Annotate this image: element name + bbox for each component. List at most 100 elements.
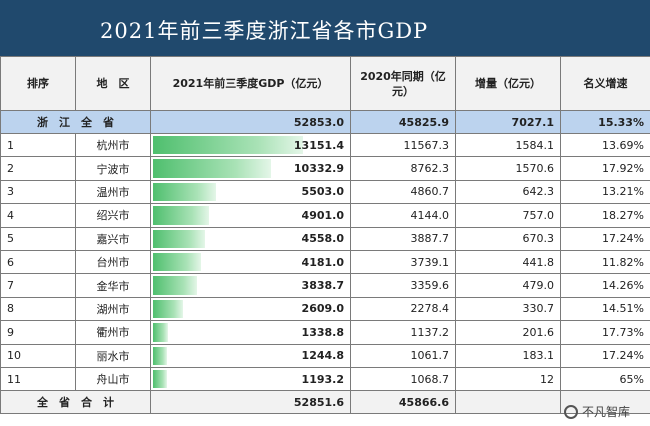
increase-cell: 1584.1	[455, 132, 561, 158]
gdp-bar	[153, 252, 201, 272]
region-cell: 湖州市	[75, 296, 151, 322]
increase-cell: 441.8	[455, 249, 561, 275]
wechat-icon	[563, 404, 578, 419]
table-row: 1 杭州市 13151.4 11567.3 1584.1 13.69%	[0, 132, 650, 158]
total-label: 全 省 合 计	[0, 390, 151, 415]
region-cell: 温州市	[75, 179, 151, 205]
rate-cell: 18.27%	[560, 203, 650, 228]
table-row: 3 温州市 5503.0 4860.7 642.3 13.21%	[0, 179, 650, 205]
gdp-value: 5503.0	[301, 185, 344, 199]
gdp-bar	[153, 346, 168, 365]
rate-cell: 13.69%	[560, 132, 650, 158]
region-cell: 舟山市	[75, 366, 151, 392]
rate-cell: 11.82%	[560, 249, 650, 275]
total-prev: 45866.6	[350, 390, 456, 415]
gdp-cell: 4181.0	[150, 249, 351, 275]
province-increase: 7027.1	[455, 110, 561, 134]
table-row: 8 湖州市 2609.0 2278.4 330.7 14.51%	[0, 296, 650, 322]
table-row: 9 衢州市 1338.8 1137.2 201.6 17.73%	[0, 320, 650, 345]
gdp-cell: 4901.0	[150, 203, 351, 228]
gdp-value: 2609.0	[301, 302, 344, 316]
table-row: 10 丽水市 1244.8 1061.7 183.1 17.24%	[0, 343, 650, 368]
region-cell: 绍兴市	[75, 203, 151, 228]
rate-cell: 17.24%	[560, 343, 650, 368]
increase-cell: 1570.6	[455, 156, 561, 181]
gdp-bar	[153, 229, 205, 248]
rank-cell: 7	[0, 273, 76, 298]
gdp-bar	[153, 299, 183, 319]
gdp-cell: 1193.2	[150, 366, 351, 392]
rank-cell: 9	[0, 320, 76, 345]
province-row: 浙 江 全 省 52853.0 45825.9 7027.1 15.33%	[0, 110, 650, 134]
gdp-cell: 13151.4	[150, 132, 351, 158]
prev-cell: 3887.7	[350, 226, 456, 251]
total-empty-rate	[560, 390, 650, 415]
prev-cell: 3359.6	[350, 273, 456, 298]
gdp-cell: 5503.0	[150, 179, 351, 205]
rank-cell: 5	[0, 226, 76, 251]
increase-cell: 642.3	[455, 179, 561, 205]
rate-cell: 13.21%	[560, 179, 650, 205]
region-cell: 金华市	[75, 273, 151, 298]
page-title: 2021年前三季度浙江省各市GDP	[100, 19, 429, 43]
table-row: 7 金华市 3838.7 3359.6 479.0 14.26%	[0, 273, 650, 298]
rate-cell: 17.92%	[560, 156, 650, 181]
region-cell: 丽水市	[75, 343, 151, 368]
gdp-cell: 3838.7	[150, 273, 351, 298]
gdp-bar	[153, 182, 216, 202]
gdp-value: 1193.2	[301, 372, 344, 386]
prev-cell: 1137.2	[350, 320, 456, 345]
gdp-bar	[153, 159, 271, 178]
rank-cell: 6	[0, 249, 76, 275]
province-rate: 15.33%	[560, 110, 650, 134]
watermark-text: 不凡智库	[581, 405, 630, 419]
watermark: 不凡智库	[563, 403, 630, 420]
title-bar: 2021年前三季度浙江省各市GDP	[0, 0, 650, 56]
gdp-cell: 2609.0	[150, 296, 351, 322]
gdp-cell: 4558.0	[150, 226, 351, 251]
province-gdp: 52853.0	[150, 110, 351, 134]
total-row: 全 省 合 计 52851.6 45866.6	[0, 390, 650, 415]
increase-cell: 183.1	[455, 343, 561, 368]
rate-cell: 17.24%	[560, 226, 650, 251]
gdp-cell: 1244.8	[150, 343, 351, 368]
gdp-table: 排序 地 区 2021年前三季度GDP（亿元） 2020年同期（亿元） 增量（亿…	[0, 56, 650, 415]
gdp-value: 3838.7	[301, 279, 344, 293]
increase-cell: 757.0	[455, 203, 561, 228]
prev-cell: 2278.4	[350, 296, 456, 322]
gdp-bar	[153, 206, 209, 225]
increase-cell: 12	[455, 366, 561, 392]
rank-cell: 10	[0, 343, 76, 368]
region-cell: 台州市	[75, 249, 151, 275]
region-cell: 嘉兴市	[75, 226, 151, 251]
gdp-cell: 1338.8	[150, 320, 351, 345]
header-region: 地 区	[75, 56, 151, 111]
province-name: 浙 江 全 省	[0, 110, 151, 134]
increase-cell: 330.7	[455, 296, 561, 322]
gdp-bar	[153, 136, 303, 155]
rank-cell: 1	[0, 132, 76, 158]
table-row: 4 绍兴市 4901.0 4144.0 757.0 18.27%	[0, 203, 650, 228]
rate-cell: 17.73%	[560, 320, 650, 345]
total-gdp: 52851.6	[150, 390, 351, 415]
rate-cell: 14.51%	[560, 296, 650, 322]
increase-cell: 479.0	[455, 273, 561, 298]
rank-cell: 2	[0, 156, 76, 181]
region-cell: 衢州市	[75, 320, 151, 345]
increase-cell: 201.6	[455, 320, 561, 345]
total-empty-increase	[455, 390, 561, 415]
gdp-value: 1244.8	[301, 349, 344, 363]
gdp-bar	[153, 323, 169, 342]
rate-cell: 65%	[560, 366, 650, 392]
header-row: 排序 地 区 2021年前三季度GDP（亿元） 2020年同期（亿元） 增量（亿…	[0, 56, 650, 111]
prev-cell: 8762.3	[350, 156, 456, 181]
prev-cell: 11567.3	[350, 132, 456, 158]
increase-cell: 670.3	[455, 226, 561, 251]
gdp-value: 13151.4	[293, 138, 344, 152]
prev-cell: 4860.7	[350, 179, 456, 205]
region-cell: 宁波市	[75, 156, 151, 181]
header-rate: 名义增速	[560, 56, 650, 111]
gdp-value: 10332.9	[293, 162, 344, 176]
rate-cell: 14.26%	[560, 273, 650, 298]
gdp-value: 4181.0	[301, 255, 344, 269]
